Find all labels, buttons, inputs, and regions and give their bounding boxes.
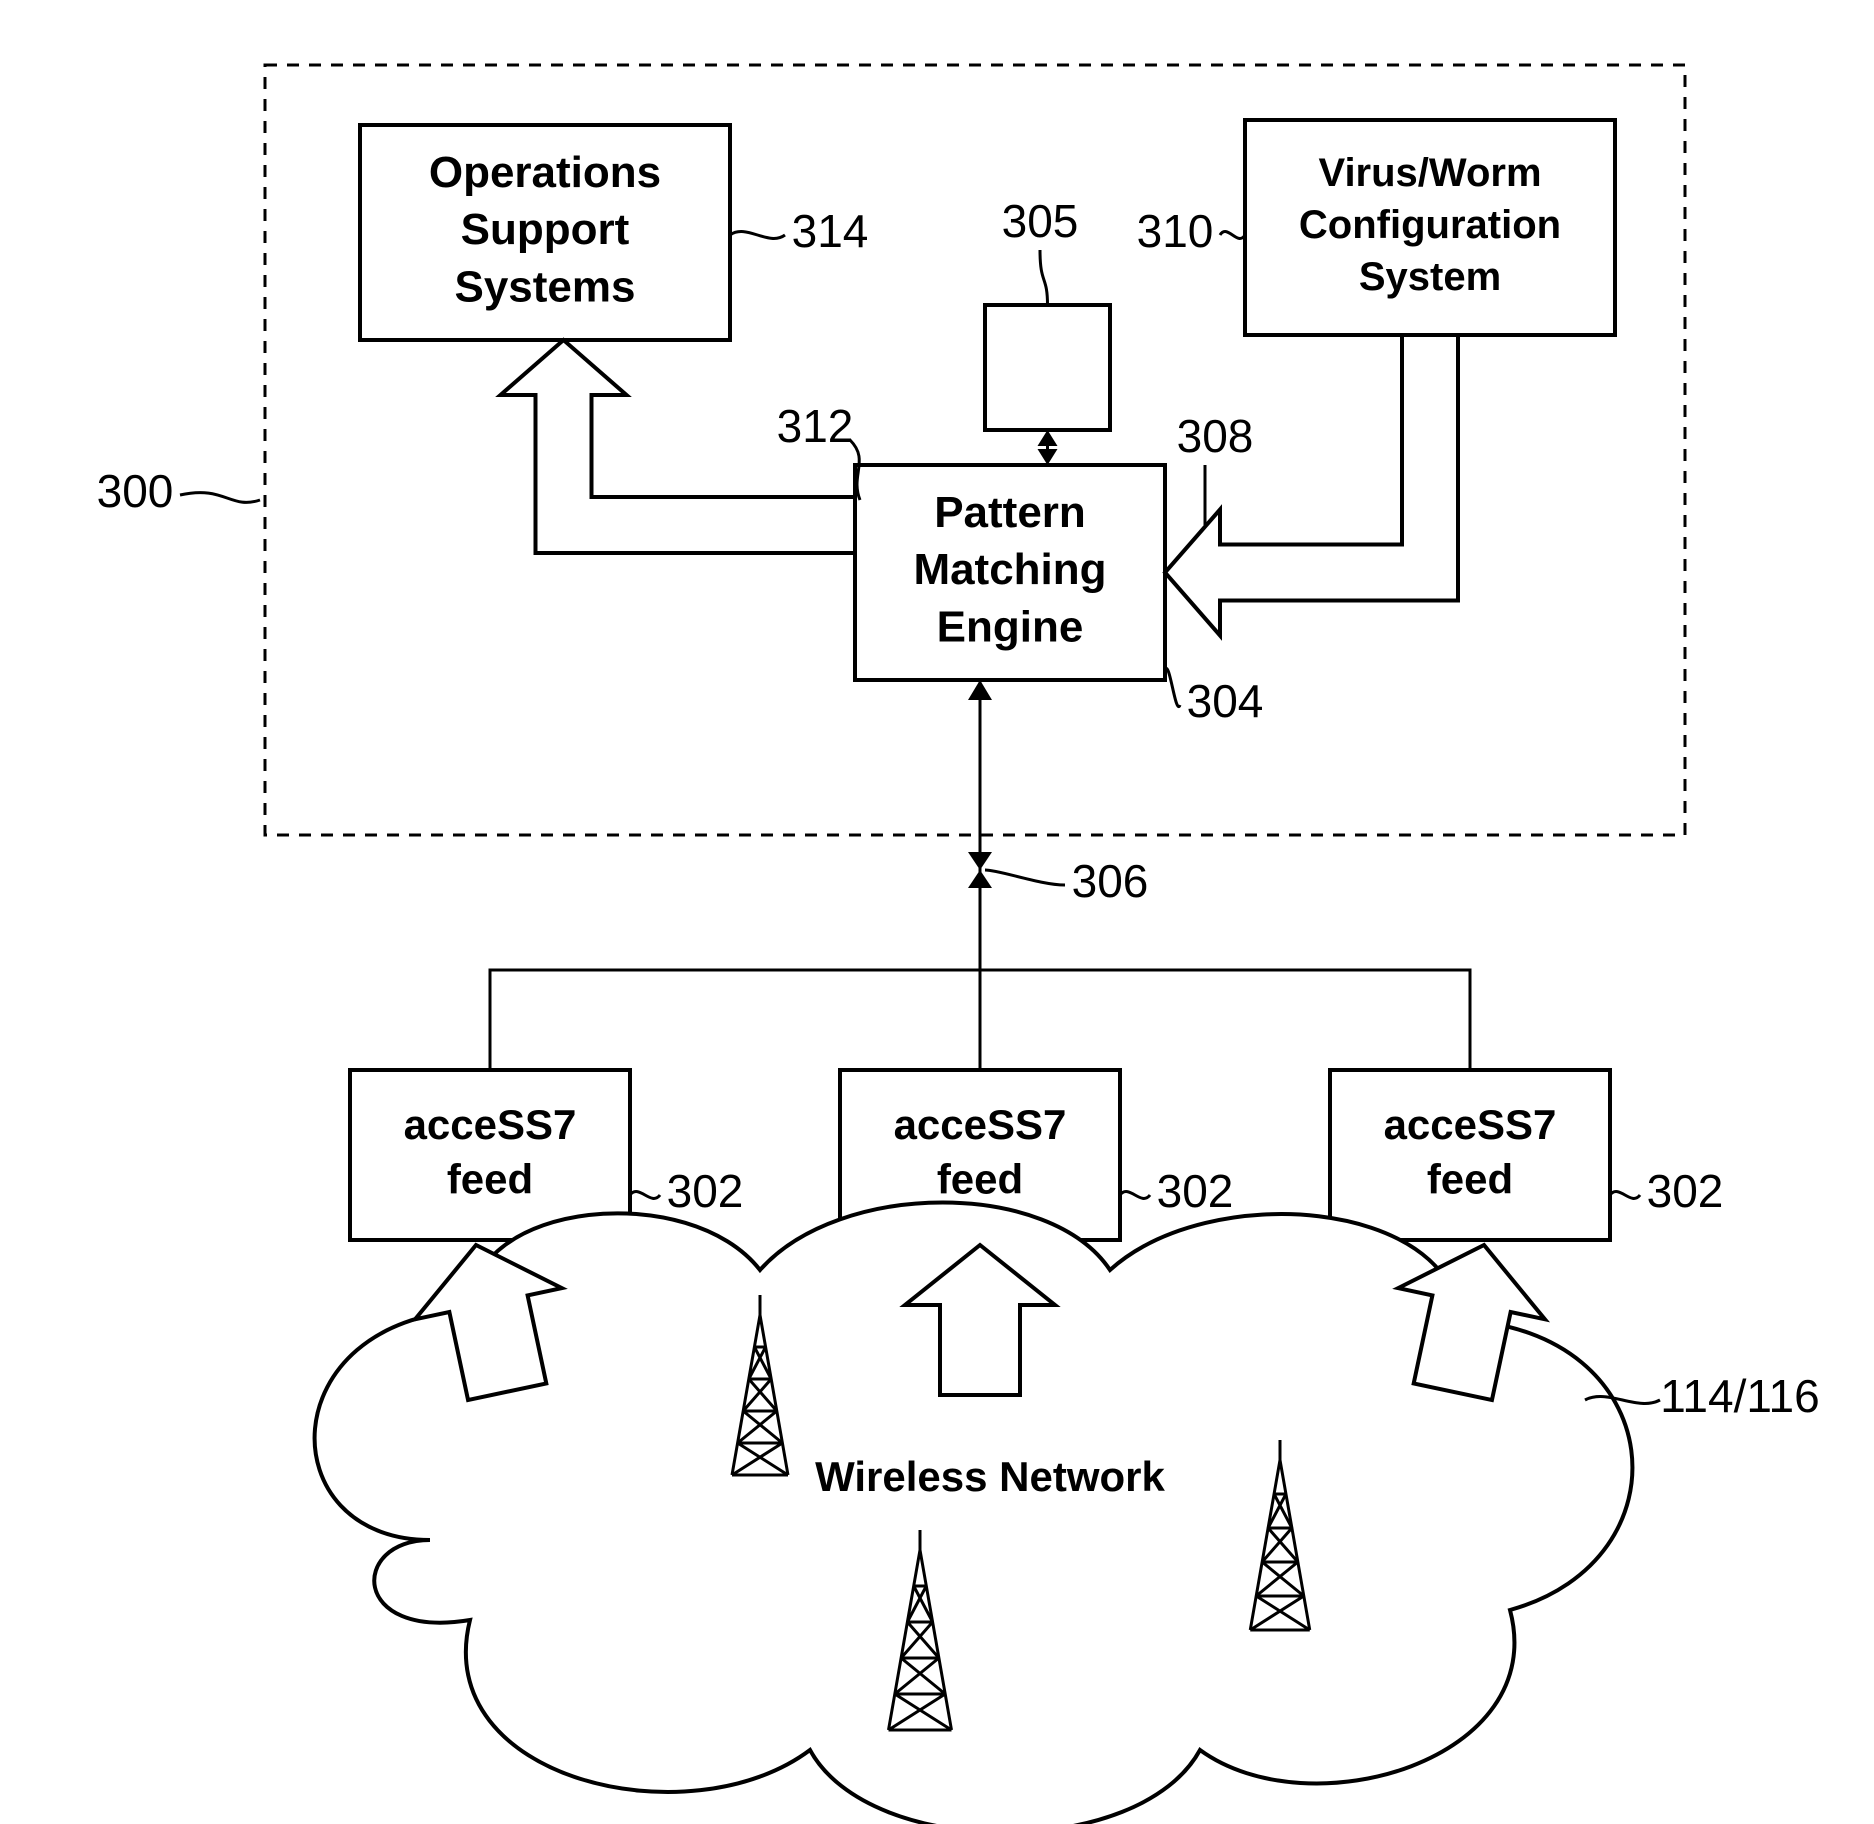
ref-314: 314 xyxy=(792,205,869,257)
svg-text:acceSS7: acceSS7 xyxy=(404,1101,577,1148)
svg-text:Pattern: Pattern xyxy=(934,488,1086,537)
arrow-308 xyxy=(1165,335,1458,636)
ref-302: 302 xyxy=(667,1165,744,1217)
svg-text:System: System xyxy=(1359,255,1501,299)
leader-305 xyxy=(1040,250,1048,305)
pattern-matching-engine-box: Pattern Matching Engine xyxy=(855,465,1165,680)
virus-worm-config-box: Virus/Worm Configuration System xyxy=(1245,120,1615,335)
ref-300: 300 xyxy=(97,465,174,517)
system-diagram: Operations Support Systems Virus/Worm Co… xyxy=(0,0,1874,1824)
ref-312: 312 xyxy=(777,400,854,452)
svg-text:Matching: Matching xyxy=(913,545,1106,594)
svg-text:acceSS7: acceSS7 xyxy=(1384,1101,1557,1148)
ref-302: 302 xyxy=(1647,1165,1724,1217)
access7-feed-box-3: acceSS7 feed xyxy=(1330,1070,1610,1240)
svg-text:acceSS7: acceSS7 xyxy=(894,1101,1067,1148)
ref-310: 310 xyxy=(1137,205,1214,257)
ref-305: 305 xyxy=(1002,195,1079,247)
leader-306 xyxy=(985,870,1065,885)
ref-302: 302 xyxy=(1157,1165,1234,1217)
svg-text:Engine: Engine xyxy=(937,602,1084,651)
svg-text:feed: feed xyxy=(447,1155,533,1202)
wireless-network-label: Wireless Network xyxy=(815,1453,1165,1500)
connector-306-bus xyxy=(490,680,1470,1070)
svg-text:Virus/Worm: Virus/Worm xyxy=(1318,151,1541,195)
module-305-box xyxy=(985,305,1110,430)
svg-text:Systems: Systems xyxy=(454,262,635,311)
svg-text:Configuration: Configuration xyxy=(1299,203,1561,247)
svg-text:Support: Support xyxy=(461,205,630,254)
ref-304: 304 xyxy=(1187,675,1264,727)
ref-308: 308 xyxy=(1177,410,1254,462)
operations-support-systems-box: Operations Support Systems xyxy=(360,125,730,340)
ref-306: 306 xyxy=(1072,855,1149,907)
svg-text:feed: feed xyxy=(937,1155,1023,1202)
svg-text:Operations: Operations xyxy=(429,148,661,197)
ref-114-116: 114/116 xyxy=(1660,1370,1819,1422)
connector-305-to-pattern xyxy=(1038,430,1058,465)
svg-text:feed: feed xyxy=(1427,1155,1513,1202)
